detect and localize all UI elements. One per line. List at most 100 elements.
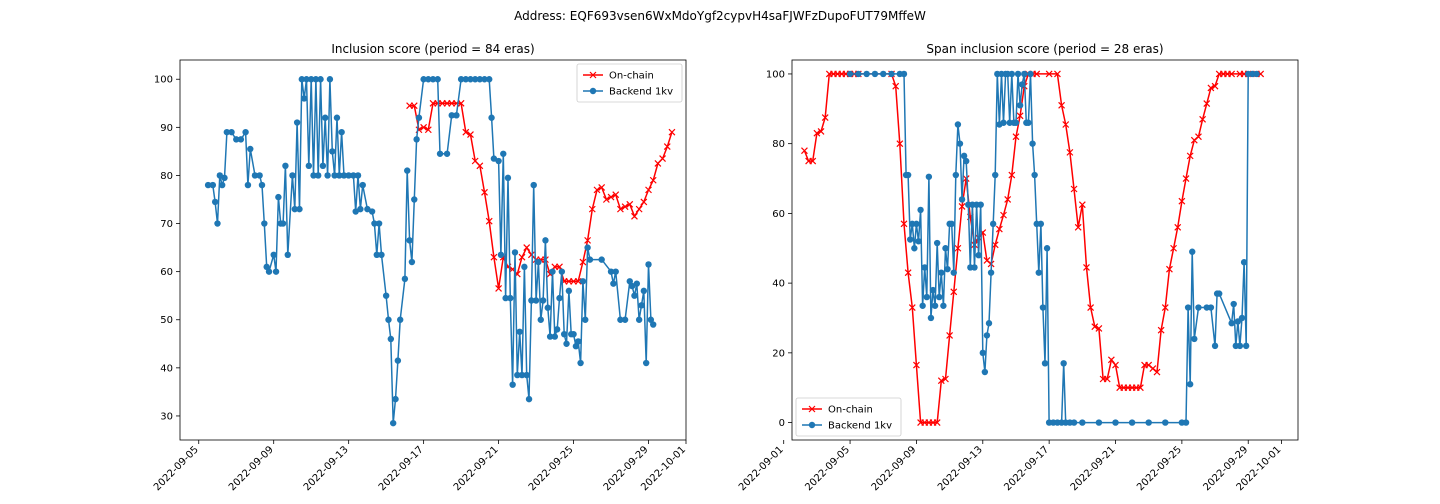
y-tick-label: 40 xyxy=(772,279,785,290)
data-point xyxy=(298,76,306,83)
data-point xyxy=(457,76,465,83)
data-point xyxy=(588,205,596,213)
data-point xyxy=(593,186,601,194)
data-point xyxy=(237,136,245,143)
data-point xyxy=(1174,223,1182,231)
plot-frame xyxy=(179,59,687,441)
data-point xyxy=(638,302,645,309)
data-point xyxy=(958,196,966,203)
x-tick-label: 2022-09-25 xyxy=(1135,444,1184,493)
data-point xyxy=(1153,368,1161,376)
data-point xyxy=(528,297,535,304)
series-line xyxy=(850,73,1257,424)
chart-panel-2: Span inclusion score (period = 28 eras) 0… xyxy=(737,42,1299,493)
data-point xyxy=(467,131,474,138)
chart-title: Inclusion score (period = 84 eras) xyxy=(331,42,534,56)
data-point xyxy=(284,251,291,259)
data-point xyxy=(434,76,441,83)
data-point xyxy=(223,128,231,136)
data-point xyxy=(626,278,633,285)
series-backend-1kv xyxy=(846,70,1260,426)
data-point xyxy=(345,172,352,179)
data-point xyxy=(946,331,954,339)
data-point xyxy=(942,375,949,383)
data-point xyxy=(476,162,484,170)
data-point xyxy=(992,171,999,179)
data-point xyxy=(923,293,930,301)
data-point xyxy=(913,220,920,228)
data-point xyxy=(1161,304,1169,311)
data-point xyxy=(642,359,650,367)
data-point xyxy=(948,220,955,228)
data-point xyxy=(233,136,240,143)
data-point xyxy=(1041,360,1049,367)
data-point xyxy=(900,220,908,228)
data-point xyxy=(931,302,939,309)
data-point xyxy=(1074,223,1082,231)
data-point xyxy=(933,419,941,426)
data-point xyxy=(1012,119,1020,126)
data-point xyxy=(1058,101,1066,109)
data-point xyxy=(813,129,821,137)
data-point xyxy=(617,316,624,323)
data-point xyxy=(954,121,962,128)
data-point xyxy=(504,174,512,182)
data-point xyxy=(502,294,509,302)
data-point xyxy=(1018,81,1026,88)
data-point xyxy=(338,128,345,136)
data-point xyxy=(448,112,455,119)
data-point xyxy=(1207,84,1215,92)
data-point xyxy=(523,244,531,252)
plot-frame xyxy=(791,59,1299,441)
data-point xyxy=(960,152,968,160)
data-point xyxy=(1012,133,1020,141)
data-point xyxy=(915,238,922,245)
data-point xyxy=(1191,335,1198,343)
data-point xyxy=(385,316,392,323)
data-point xyxy=(1091,323,1099,331)
data-point xyxy=(1182,175,1190,182)
data-point xyxy=(574,277,582,285)
data-point xyxy=(1025,119,1032,126)
data-point xyxy=(389,419,397,427)
data-point xyxy=(1240,259,1248,266)
data-point xyxy=(1211,342,1219,350)
data-point xyxy=(962,157,970,165)
data-point xyxy=(1186,381,1194,388)
data-point xyxy=(880,70,887,78)
y-tick-label: 60 xyxy=(160,267,173,278)
data-point xyxy=(1014,70,1022,78)
x-tick-label: 2022-09-13 xyxy=(302,444,351,493)
data-point xyxy=(1211,82,1219,90)
data-point xyxy=(937,377,945,385)
data-point xyxy=(971,264,978,271)
data-point xyxy=(549,268,556,275)
legend-marker xyxy=(808,421,816,429)
data-point xyxy=(204,181,212,189)
data-point xyxy=(888,70,895,78)
data-point xyxy=(408,258,416,266)
data-point xyxy=(586,256,594,263)
data-point xyxy=(607,268,615,275)
y-tick-label: 70 xyxy=(160,219,173,230)
data-point xyxy=(911,245,918,252)
legend-box xyxy=(795,397,902,437)
data-point xyxy=(1070,185,1078,193)
data-point xyxy=(310,172,317,179)
data-point xyxy=(415,114,423,121)
data-point xyxy=(1182,419,1190,426)
data-point xyxy=(1039,304,1047,311)
data-point xyxy=(981,368,989,376)
data-point xyxy=(1128,419,1136,426)
series-line xyxy=(208,78,654,424)
data-point xyxy=(1004,196,1012,203)
legend-label: Backend 1kv xyxy=(828,421,892,432)
data-point xyxy=(488,114,495,121)
data-point xyxy=(436,150,444,157)
data-point xyxy=(900,70,908,78)
y-tick-label: 40 xyxy=(160,363,173,374)
data-point xyxy=(221,174,228,182)
data-point xyxy=(211,198,219,206)
data-point xyxy=(944,265,951,273)
data-point xyxy=(921,264,928,271)
